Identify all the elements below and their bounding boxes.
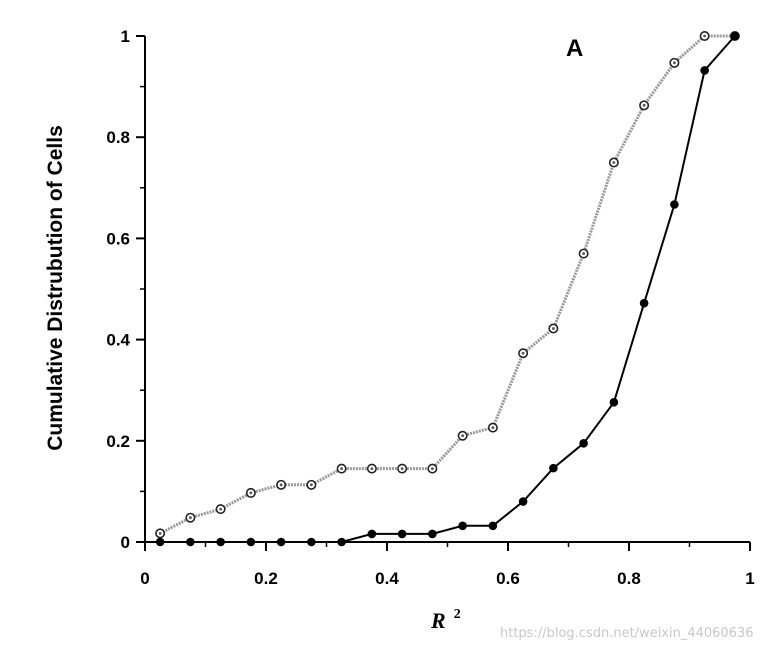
data-point-filled: [276, 537, 286, 547]
data-point-filled: [307, 537, 316, 547]
y-tick-label: 0.6: [106, 229, 130, 248]
data-point-open-center: [249, 491, 253, 495]
data-point-filled: [337, 537, 346, 547]
data-point-filled: [670, 200, 679, 209]
data-point-open-center: [491, 426, 495, 430]
data-point-open-center: [370, 467, 374, 471]
y-tick-label: 0.8: [106, 128, 130, 147]
data-point-open-center: [309, 483, 313, 487]
data-point-filled: [609, 398, 619, 407]
data-point-filled: [518, 497, 528, 506]
data-point-open-center: [642, 103, 646, 107]
y-axis-label: Cumulative Distrubution of Cells: [44, 125, 67, 451]
data-point-open-center: [582, 252, 586, 255]
data-point-filled: [428, 529, 437, 539]
series-2: [155, 31, 740, 547]
series-line: [159, 34, 735, 535]
data-point-filled: [186, 537, 195, 547]
data-point-open-center: [158, 531, 162, 535]
data-point-filled: [700, 66, 709, 75]
data-point-filled: [216, 537, 225, 547]
data-point-filled: [488, 521, 498, 531]
data-point-open-center: [703, 34, 707, 38]
data-point-filled: [639, 298, 649, 308]
series-line: [160, 35, 736, 543]
axes: 0 0.2 0.4 0.6 0.8 1 0 0.2 0.4 0.6 0.8 1: [106, 27, 754, 588]
series-layer: [155, 30, 740, 547]
data-point-filled: [155, 537, 165, 547]
data-point-open-center: [521, 351, 525, 355]
data-point-open-center: [551, 327, 555, 330]
data-point-filled: [397, 529, 407, 539]
series-1: [155, 30, 740, 539]
data-point-filled: [458, 521, 467, 531]
x-tick-label: 0.6: [496, 569, 520, 588]
data-point-open-center: [461, 434, 465, 438]
x-tick-label: 0.8: [617, 569, 641, 588]
watermark: https://blog.csdn.net/weixin_44060636: [500, 626, 754, 641]
data-point-open-center: [279, 483, 283, 487]
y-tick-label: 0.2: [106, 432, 130, 451]
x-tick-label: 0.4: [375, 569, 399, 588]
y-tick-label: 0: [121, 533, 130, 552]
x-axis-label-superscript: 2: [454, 607, 461, 622]
x-tick-label: 0: [140, 569, 149, 588]
data-point-open-center: [219, 507, 223, 511]
data-point-filled: [730, 31, 740, 41]
data-point-open-center: [612, 161, 616, 164]
data-point-filled: [367, 529, 377, 539]
data-point-filled: [579, 439, 588, 448]
data-point-open-center: [430, 467, 434, 471]
x-tick-label: 0.2: [254, 569, 278, 588]
data-point-open-center: [340, 467, 344, 471]
data-point-open-center: [672, 61, 676, 65]
x-tick-label: 1: [745, 569, 754, 588]
y-tick-label: 0.4: [106, 331, 130, 350]
data-point-filled: [549, 463, 558, 473]
y-tick-label: 1: [121, 27, 130, 46]
panel-label: A: [566, 35, 583, 62]
data-point-open-center: [188, 516, 192, 520]
data-point-filled: [246, 537, 256, 547]
data-point-open-center: [400, 467, 404, 471]
